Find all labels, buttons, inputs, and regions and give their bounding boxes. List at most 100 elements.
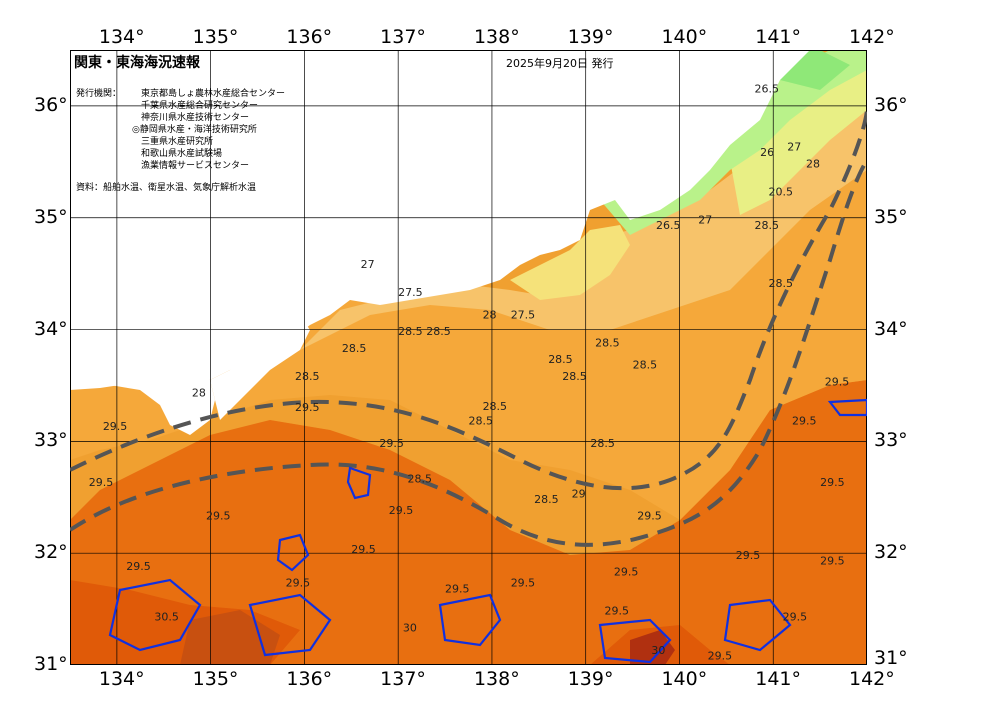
contour-label: 28.5 <box>633 359 658 372</box>
contour-label: 28.5 <box>408 473 433 486</box>
contour-label: 29.5 <box>604 605 629 618</box>
latitude-label-left: 35° <box>34 205 68 228</box>
latitude-label-left: 32° <box>34 541 68 564</box>
contour-label: 28.5 <box>398 325 423 338</box>
sst-zone-31 <box>630 630 675 665</box>
contour-label: 28.5 <box>769 277 794 290</box>
kuroshio-axis-south <box>70 158 867 547</box>
contour-label: 29 <box>572 487 586 500</box>
contour-label: 29.5 <box>783 610 808 623</box>
contour-label: 29.5 <box>445 582 470 595</box>
contour-label: 28.5 <box>562 370 587 383</box>
contour-label: 29.5 <box>103 420 128 433</box>
contour-label: 29.5 <box>820 554 845 567</box>
contour-label: 29.5 <box>736 549 761 562</box>
contour-label: 29.5 <box>351 543 376 556</box>
contour-label: 28.5 <box>754 219 779 232</box>
longitude-label-bottom: 134° <box>98 668 145 690</box>
contour-label: 30 <box>651 644 665 657</box>
contour-label: 29.5 <box>295 401 320 414</box>
contour-label: 29.5 <box>389 504 414 517</box>
longitude-label-bottom: 142° <box>849 668 895 690</box>
map-title: 関東・東海海況速報 <box>74 55 200 71</box>
latitude-label-right: 33° <box>874 429 908 452</box>
issuer-7: 漁業情報サービスセンター <box>141 161 250 171</box>
contour-label: 28 <box>192 387 206 400</box>
contour-label: 29.5 <box>89 476 114 489</box>
longitude-label-top: 142° <box>849 26 895 48</box>
contour-label: 26.5 <box>656 219 681 232</box>
contour-label: 27.5 <box>511 308 535 321</box>
contour-label: 29.5 <box>379 437 404 450</box>
land-honshu <box>70 50 867 390</box>
issuer-1: 東京都島しょ農林水産総合センター <box>141 89 286 99</box>
contour-label: 29.5 <box>637 510 662 523</box>
land-kii <box>210 315 310 420</box>
contour-label: 30.5 <box>154 610 179 623</box>
longitude-label-bottom: 136° <box>286 668 333 690</box>
kuroshio-axis-north <box>70 109 867 491</box>
contour-label: 29.5 <box>511 577 535 590</box>
contour-label: 28.5 <box>426 325 451 338</box>
issuer-3: 神奈川県水産技術センター <box>141 113 250 123</box>
contour-label: 28.5 <box>342 342 367 355</box>
contour-label: 29.5 <box>825 375 850 388</box>
longitude-label-bottom: 138° <box>473 668 520 690</box>
contour-label: 28.5 <box>548 353 573 366</box>
contour-label: 27 <box>361 258 375 271</box>
contour-label: 26 <box>760 146 774 159</box>
contour-label: 28 <box>483 308 497 321</box>
longitude-label-top: 136° <box>286 26 333 48</box>
longitude-label-bottom: 139° <box>567 668 614 690</box>
sst-zone-29-5 <box>70 380 867 665</box>
contour-label: 29.5 <box>286 577 311 590</box>
issuer-2: 千葉県水産総合研究センター <box>141 101 259 111</box>
contour-label: 26.5 <box>754 82 779 95</box>
latitude-label-left: 36° <box>34 93 68 116</box>
longitude-label-top: 137° <box>380 26 426 48</box>
longitude-label-top: 135° <box>192 26 239 48</box>
contour-label: 28.5 <box>595 336 620 349</box>
sst-zone-27-5 <box>300 80 867 350</box>
contour-label: 28.5 <box>469 415 494 428</box>
contour-label: 29.5 <box>206 510 231 523</box>
contour-label: 27.5 <box>398 286 423 299</box>
longitude-label-top: 138° <box>473 26 520 48</box>
latitude-label-right: 35° <box>874 205 908 228</box>
data-source: 資料：船舶水温、衛星水温、気象庁解析水温 <box>76 183 257 193</box>
latitude-label-left: 33° <box>34 429 68 452</box>
isotherm-30 <box>108 398 867 664</box>
contour-label: 20.5 <box>769 185 794 198</box>
longitude-label-bottom: 135° <box>192 668 239 690</box>
latitude-label-right: 36° <box>874 93 908 116</box>
contour-label: 29.5 <box>792 415 817 428</box>
longitude-label-bottom: 137° <box>380 668 426 690</box>
contour-label: 29.5 <box>614 566 639 579</box>
contour-label: 28.5 <box>590 437 615 450</box>
lat-lon-grid <box>70 50 867 665</box>
issuer-5: 三重県水産研究所 <box>141 137 214 147</box>
longitude-label-top: 134° <box>98 26 145 48</box>
sst-zone-27 <box>510 225 630 300</box>
issuers-label: 発行機関： <box>76 89 122 99</box>
contour-label: 28.5 <box>295 370 320 383</box>
sst-zone-26-5 <box>730 50 867 215</box>
issuer-4: ◎静岡県水産・海洋技術研究所 <box>132 125 257 135</box>
longitude-label-bottom: 140° <box>661 668 708 690</box>
contour-label: 28.5 <box>534 493 559 506</box>
contour-label: 27 <box>698 213 712 226</box>
longitude-label-top: 141° <box>755 26 801 48</box>
contour-label: 30 <box>403 621 417 634</box>
latitude-label-left: 34° <box>34 317 68 340</box>
latitude-label-left: 31° <box>34 653 68 675</box>
sst-zone-28-5 <box>70 170 867 520</box>
land-shikoku <box>70 365 215 435</box>
longitude-label-top: 140° <box>661 26 708 48</box>
issuer-6: 和歌山県水産試験場 <box>141 149 223 159</box>
contour-label: 29.5 <box>126 560 151 573</box>
latitude-label-right: 34° <box>874 317 908 340</box>
longitude-label-bottom: 141° <box>755 668 801 690</box>
contour-label: 29.5 <box>708 649 733 662</box>
